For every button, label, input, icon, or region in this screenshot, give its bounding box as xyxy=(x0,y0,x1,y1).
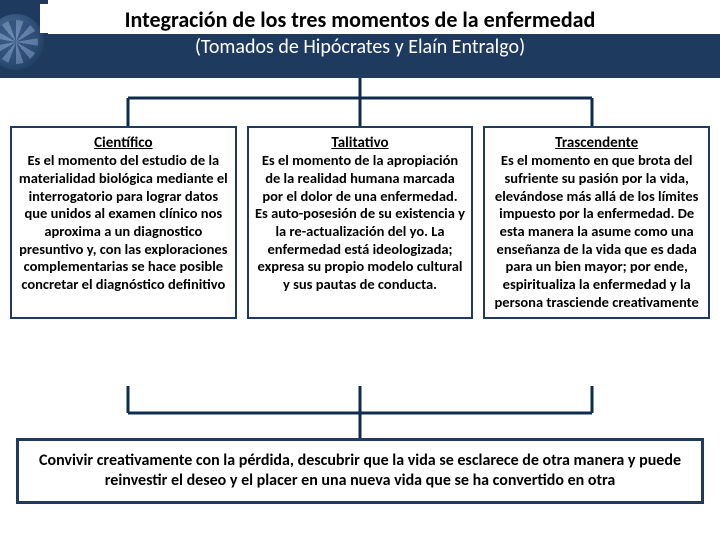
title-stack: Integración de los tres momentos de la e… xyxy=(0,4,720,59)
concept-box-trascendente: Trascendente Es el momento en que brota … xyxy=(483,126,710,319)
concept-title: Trascendente xyxy=(491,134,702,152)
concept-body: Es el momento de la apropiación de la re… xyxy=(255,152,466,294)
diagram-content: Científico Es el momento del estudio de … xyxy=(0,78,720,540)
concept-title: Talitativo xyxy=(255,134,466,152)
concept-box-talitativo: Talitativo Es el momento de la apropiaci… xyxy=(247,126,474,319)
page-title: Integración de los tres momentos de la e… xyxy=(40,4,680,33)
page-subtitle: (Tomados de Hipócrates y Elaín Entralgo) xyxy=(0,35,720,59)
concept-box-cientifico: Científico Es el momento del estudio de … xyxy=(10,126,237,319)
summary-text: Convivir creativamente con la pérdida, d… xyxy=(39,451,681,490)
concept-body: Es el momento en que brota del sufriente… xyxy=(491,152,702,311)
concept-title: Científico xyxy=(18,134,229,152)
summary-box: Convivir creativamente con la pérdida, d… xyxy=(16,438,704,504)
concept-body: Es el momento del estudio de la material… xyxy=(18,152,229,294)
header-band: Integración de los tres momentos de la e… xyxy=(0,0,720,78)
concept-boxes-row: Científico Es el momento del estudio de … xyxy=(10,126,710,319)
